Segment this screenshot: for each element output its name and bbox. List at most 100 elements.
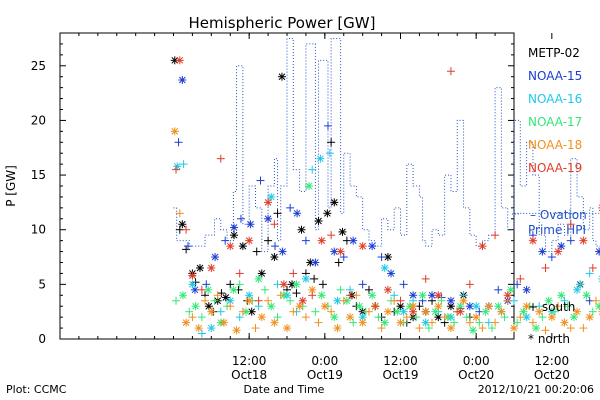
data-point [323, 121, 332, 130]
data-point [191, 302, 200, 311]
data-point [219, 318, 228, 327]
data-point [465, 280, 474, 289]
data-point [465, 318, 474, 327]
x-tick-label: 12:00 [232, 354, 267, 368]
data-point [270, 318, 279, 327]
data-point [314, 216, 323, 225]
data-point [264, 198, 273, 207]
data-point [170, 127, 179, 136]
data-point [270, 253, 279, 262]
ovation-legend-label: – Ovation [530, 208, 587, 222]
data-point [346, 313, 355, 322]
data-point [544, 296, 553, 305]
data-point [374, 313, 383, 322]
data-point [173, 162, 182, 171]
data-point [245, 236, 254, 245]
legend-entry: NOAA-18 [528, 138, 582, 152]
data-point [440, 313, 449, 322]
data-point [293, 209, 302, 218]
data-point [333, 324, 342, 333]
data-point [434, 291, 443, 300]
x-tick-date: Oct19 [307, 368, 343, 382]
data-point [330, 247, 339, 256]
x-tick-label: 0:00 [463, 354, 490, 368]
x-tick-date: Oct20 [458, 368, 494, 382]
data-point [260, 285, 269, 294]
data-point [346, 291, 355, 300]
data-point [368, 242, 377, 251]
y-tick-label: 5 [38, 277, 46, 291]
data-point [334, 258, 343, 267]
y-axis-label: P [GW] [4, 165, 18, 207]
data-point [178, 291, 187, 300]
data-point [380, 318, 389, 327]
data-point [182, 225, 191, 234]
data-point [194, 324, 203, 333]
data-point [383, 307, 392, 316]
data-point [170, 56, 179, 65]
data-point [402, 313, 411, 322]
data-point [472, 313, 481, 322]
data-point [235, 269, 244, 278]
data-point [211, 253, 220, 262]
data-point [226, 302, 235, 311]
data-point [528, 236, 537, 245]
data-point [251, 324, 260, 333]
data-point [204, 285, 213, 294]
data-point [327, 307, 336, 316]
data-point [446, 324, 455, 333]
data-point [569, 313, 578, 322]
data-point [355, 302, 364, 311]
data-point [210, 296, 219, 305]
data-point [491, 231, 500, 240]
data-point [591, 296, 600, 305]
data-point [547, 313, 556, 322]
data-point [428, 318, 437, 327]
data-point [221, 236, 230, 245]
data-point [358, 313, 367, 322]
data-point [308, 291, 317, 300]
data-point [358, 242, 367, 251]
data-point [318, 280, 327, 289]
data-point [510, 324, 518, 333]
data-point [339, 296, 348, 305]
data-point [254, 296, 263, 305]
data-point [316, 154, 325, 163]
south-legend-label: + south [528, 300, 575, 314]
data-point [595, 247, 600, 256]
data-point [301, 274, 310, 283]
data-point [469, 326, 478, 335]
data-point [286, 203, 295, 212]
data-point [314, 318, 323, 327]
ovation-legend-label: Prime HPI [528, 223, 586, 237]
x-tick-date: Oct18 [231, 368, 267, 382]
data-point [301, 313, 310, 322]
data-point [325, 149, 334, 158]
data-point [383, 285, 392, 294]
data-point [535, 307, 544, 316]
legend-entry: NOAA-15 [528, 69, 582, 83]
data-point [522, 285, 531, 294]
data-point [298, 296, 307, 305]
data-point [267, 302, 276, 311]
data-point [399, 280, 408, 289]
data-point [172, 165, 181, 174]
x-tick-label: 0:00 [311, 354, 338, 368]
x-tick-date: Oct19 [382, 368, 418, 382]
data-point [421, 274, 430, 283]
data-point [182, 318, 191, 327]
data-point [387, 269, 396, 278]
data-point [566, 236, 575, 245]
data-point [330, 313, 339, 322]
legend: METP-02 NOAA-15 NOAA-16 NOAA-17 NOAA-18 NOAA-… [512, 46, 587, 346]
data-point [418, 291, 427, 300]
data-point [462, 313, 471, 322]
data-point [446, 67, 455, 76]
data-point [472, 302, 481, 311]
data-point [349, 236, 358, 245]
data-point [532, 324, 541, 333]
data-point [188, 313, 197, 322]
data-point [278, 247, 287, 256]
plot-timestamp: 2012/10/21 00:20:06 [478, 383, 594, 396]
